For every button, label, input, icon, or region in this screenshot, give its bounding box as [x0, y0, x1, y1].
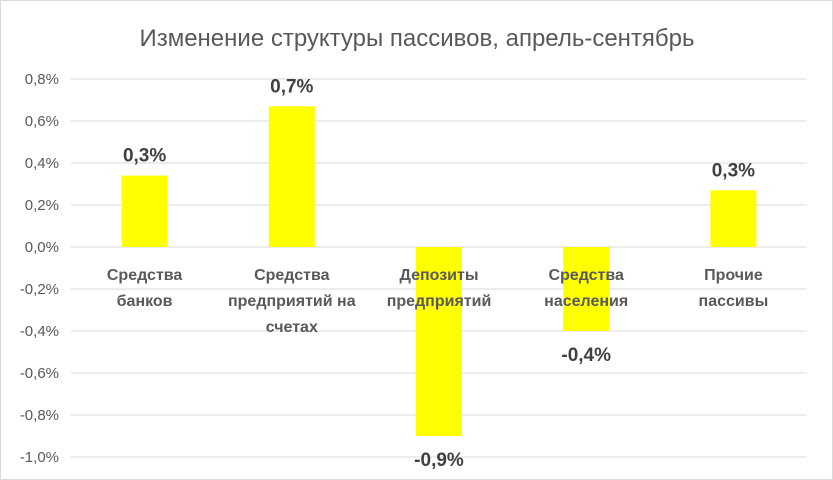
data-labels: 0,3% 0,7% -0,9% -0,4% 0,3% [123, 76, 755, 471]
category-label: Средства населения [544, 267, 628, 310]
bar [121, 175, 168, 247]
bars [121, 106, 757, 436]
y-tick-label: 0,4% [25, 155, 59, 172]
y-tick-label: -0,4% [20, 323, 59, 340]
data-label: 0,3% [712, 160, 755, 181]
y-tick-label: 0,0% [25, 239, 59, 256]
category-label: Прочие пассивы [699, 267, 769, 310]
chart-title: Изменение структуры пассивов, апрель-сен… [139, 25, 694, 52]
bar [563, 247, 610, 331]
y-tick-label: 0,8% [25, 71, 59, 88]
data-label: -0,9% [414, 450, 464, 471]
category-labels: Средства банков Средства предприятий на счет… [107, 267, 768, 336]
bar [416, 247, 462, 436]
bar [710, 190, 757, 247]
y-tick-label: -0,2% [20, 281, 59, 298]
data-label: 0,3% [123, 146, 166, 167]
bar [268, 106, 315, 247]
category-label: Средства банков [107, 267, 183, 310]
y-tick-label: -0,8% [20, 407, 59, 424]
y-tick-label: 0,2% [25, 197, 59, 214]
category-label: Средства предприятий на счетах [228, 267, 356, 336]
y-tick-label: -0,6% [20, 365, 59, 382]
y-tick-label: -1,0% [20, 449, 59, 466]
y-axis-tick-labels: 0,8% 0,6% 0,4% 0,2% 0,0% -0,2% -0,4% -0,6% -0,8%… [20, 71, 59, 466]
y-tick-label: 0,6% [25, 113, 59, 130]
category-label: Депозиты предприятий [387, 267, 492, 310]
data-label: 0,7% [270, 76, 313, 97]
data-label: -0,4% [561, 345, 611, 366]
